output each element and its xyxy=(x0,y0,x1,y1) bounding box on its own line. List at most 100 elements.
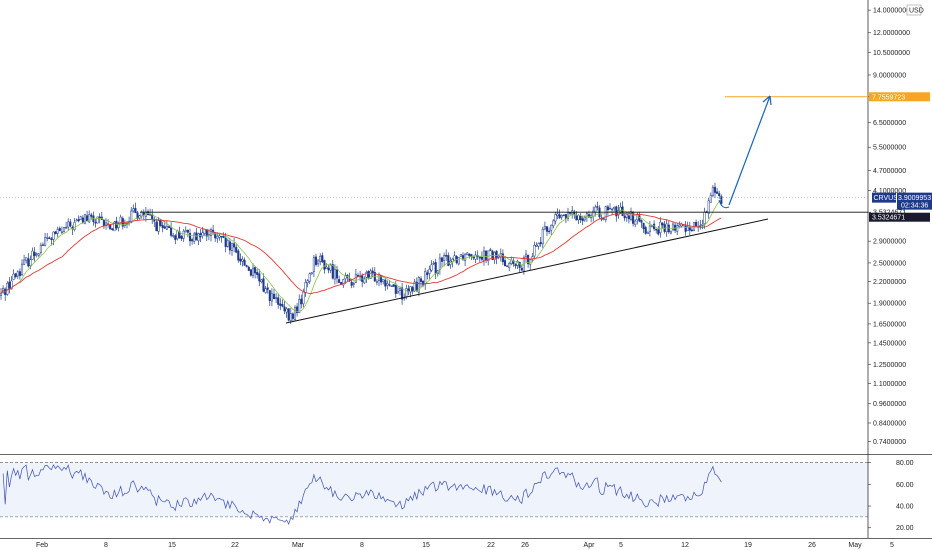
candle[interactable] xyxy=(86,210,89,221)
candle[interactable] xyxy=(235,244,238,254)
candle[interactable] xyxy=(718,190,721,199)
candle[interactable] xyxy=(184,226,187,233)
candle[interactable] xyxy=(88,210,91,224)
candle[interactable] xyxy=(457,257,460,266)
price-pane[interactable] xyxy=(0,182,723,325)
candle[interactable] xyxy=(220,235,223,243)
candle[interactable] xyxy=(606,205,609,216)
candle[interactable] xyxy=(279,298,282,311)
candle[interactable] xyxy=(466,252,469,256)
candle[interactable] xyxy=(182,229,185,242)
candle[interactable] xyxy=(260,278,263,284)
candle[interactable] xyxy=(386,280,389,290)
candle[interactable] xyxy=(648,221,651,237)
candle[interactable] xyxy=(153,216,156,228)
candle[interactable] xyxy=(644,225,647,235)
candle[interactable] xyxy=(113,221,116,232)
candle[interactable] xyxy=(277,294,280,309)
candle[interactable] xyxy=(96,216,99,224)
candle[interactable] xyxy=(46,233,49,242)
candle[interactable] xyxy=(390,285,393,287)
candle[interactable] xyxy=(285,306,288,318)
candle[interactable] xyxy=(249,269,252,277)
candle[interactable] xyxy=(321,252,324,264)
candle[interactable] xyxy=(396,286,399,294)
candle[interactable] xyxy=(428,265,431,280)
candle[interactable] xyxy=(503,255,507,267)
candle[interactable] xyxy=(634,219,637,228)
candle[interactable] xyxy=(539,237,542,247)
candle[interactable] xyxy=(58,226,61,232)
candle[interactable] xyxy=(331,259,334,280)
candle[interactable] xyxy=(83,213,87,225)
candle[interactable] xyxy=(327,265,330,274)
candle[interactable] xyxy=(6,281,9,296)
candle[interactable] xyxy=(375,279,378,286)
candle[interactable] xyxy=(317,259,320,267)
candle[interactable] xyxy=(226,238,229,248)
candle[interactable] xyxy=(191,237,194,245)
candle[interactable] xyxy=(537,242,540,250)
candle[interactable] xyxy=(293,305,297,321)
candle[interactable] xyxy=(426,269,429,280)
candle[interactable] xyxy=(12,269,15,281)
candle[interactable] xyxy=(245,264,248,268)
candle[interactable] xyxy=(474,251,477,264)
candle[interactable] xyxy=(247,265,250,272)
candle[interactable] xyxy=(50,237,53,246)
candle[interactable] xyxy=(541,226,544,249)
candle[interactable] xyxy=(69,218,72,228)
candle[interactable] xyxy=(165,220,168,230)
currency-tag[interactable]: USD xyxy=(906,4,924,16)
candle[interactable] xyxy=(266,283,269,294)
candle[interactable] xyxy=(569,212,572,216)
candle[interactable] xyxy=(459,254,462,258)
candle[interactable] xyxy=(655,228,658,234)
candle[interactable] xyxy=(684,221,687,236)
candle[interactable] xyxy=(319,253,322,266)
candle[interactable] xyxy=(398,287,402,296)
candle[interactable] xyxy=(401,283,404,305)
candle[interactable] xyxy=(365,270,368,283)
candle[interactable] xyxy=(613,206,616,212)
candle[interactable] xyxy=(552,219,555,229)
candle[interactable] xyxy=(20,259,24,277)
candle[interactable] xyxy=(514,263,517,269)
candle[interactable] xyxy=(73,218,76,232)
candle[interactable] xyxy=(308,272,311,285)
candle[interactable] xyxy=(661,222,664,229)
candle[interactable] xyxy=(264,286,267,294)
candle[interactable] xyxy=(239,253,242,266)
candle[interactable] xyxy=(550,224,553,235)
candle[interactable] xyxy=(25,257,28,264)
candle[interactable] xyxy=(23,254,26,266)
candle[interactable] xyxy=(447,252,450,267)
candle[interactable] xyxy=(130,206,133,224)
candle[interactable] xyxy=(642,222,645,233)
candle[interactable] xyxy=(556,208,559,220)
candle[interactable] xyxy=(545,226,549,236)
candle[interactable] xyxy=(659,217,662,238)
candle[interactable] xyxy=(579,213,582,224)
candle[interactable] xyxy=(369,268,372,280)
candle[interactable] xyxy=(489,247,492,252)
candle[interactable] xyxy=(48,236,51,240)
candle[interactable] xyxy=(716,188,719,194)
candle[interactable] xyxy=(608,203,612,210)
candle[interactable] xyxy=(298,294,301,314)
candle[interactable] xyxy=(562,214,565,217)
candle[interactable] xyxy=(155,218,158,232)
candle[interactable] xyxy=(111,228,114,231)
candle[interactable] xyxy=(314,253,318,267)
candle[interactable] xyxy=(419,276,423,288)
candle[interactable] xyxy=(468,253,471,259)
candle[interactable] xyxy=(275,293,278,303)
candle[interactable] xyxy=(218,233,221,241)
candle[interactable] xyxy=(690,227,693,232)
candle[interactable] xyxy=(62,226,66,233)
candle[interactable] xyxy=(657,226,660,236)
candle[interactable] xyxy=(699,220,702,230)
candle[interactable] xyxy=(417,276,420,297)
candle[interactable] xyxy=(296,303,299,317)
